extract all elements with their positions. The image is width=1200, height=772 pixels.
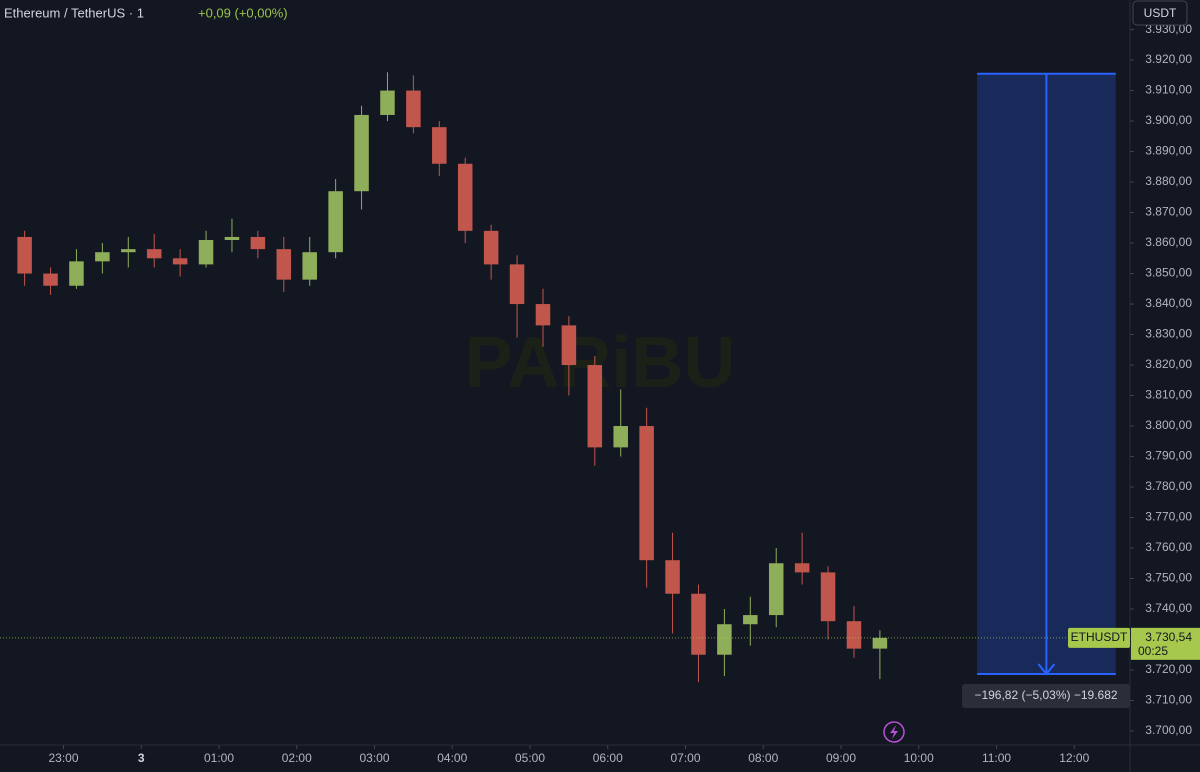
candle-body bbox=[172, 258, 188, 265]
candle-body bbox=[43, 273, 58, 286]
x-tick-label: 07:00 bbox=[671, 751, 701, 765]
y-tick-label: 3.810,00 bbox=[1145, 388, 1192, 402]
candle-body bbox=[250, 236, 266, 250]
y-tick-label: 3.710,00 bbox=[1145, 693, 1192, 707]
candle-body bbox=[328, 191, 343, 253]
candle-body bbox=[872, 637, 888, 649]
candle-body bbox=[224, 236, 240, 240]
candle-body bbox=[69, 261, 84, 286]
candle-body bbox=[691, 593, 706, 655]
y-tick-label: 3.880,00 bbox=[1145, 174, 1192, 188]
y-tick-label: 3.700,00 bbox=[1145, 723, 1192, 737]
y-tick-label: 3.840,00 bbox=[1145, 296, 1192, 310]
candle-body bbox=[146, 249, 162, 259]
measure-label: −196,82 (−5,03%) −19.682 bbox=[974, 688, 1117, 702]
y-tick-label: 3.750,00 bbox=[1145, 571, 1192, 585]
y-tick-label: 3.910,00 bbox=[1145, 83, 1192, 97]
candle-body bbox=[509, 264, 525, 305]
candle-body bbox=[17, 236, 32, 274]
candle-body bbox=[121, 249, 136, 253]
plot-layer: PARiBU 3.700,003.710,003.720,003.730,003… bbox=[0, 22, 1192, 765]
currency-label: USDT bbox=[1144, 6, 1177, 20]
candle-body bbox=[613, 426, 628, 448]
x-tick-label: 23:00 bbox=[48, 751, 78, 765]
x-tick-label: 3 bbox=[138, 751, 145, 765]
candle-body bbox=[743, 615, 758, 625]
candle-body bbox=[432, 127, 447, 164]
y-tick-label: 3.790,00 bbox=[1145, 449, 1192, 463]
candle-body bbox=[587, 365, 603, 448]
candle-body bbox=[535, 304, 551, 326]
x-tick-label: 11:00 bbox=[982, 751, 1011, 765]
currency-button[interactable] bbox=[1132, 0, 1188, 26]
x-tick-label: 09:00 bbox=[826, 751, 856, 765]
x-tick-label: 10:00 bbox=[904, 751, 934, 765]
candle-body bbox=[794, 563, 810, 573]
y-tick-label: 3.740,00 bbox=[1145, 601, 1192, 615]
x-tick-label: 05:00 bbox=[515, 751, 545, 765]
x-tick-label: 02:00 bbox=[282, 751, 312, 765]
event-icon-bolt bbox=[890, 725, 898, 739]
last-price-label: 3.730,54 bbox=[1145, 630, 1192, 644]
candle-body bbox=[276, 249, 292, 280]
candle-body bbox=[302, 252, 317, 280]
y-tick-label: 3.830,00 bbox=[1145, 327, 1192, 341]
last-price-tag bbox=[1131, 627, 1200, 660]
candle-body bbox=[457, 163, 473, 231]
candle-body bbox=[665, 560, 680, 594]
candle-body bbox=[406, 90, 421, 128]
y-tick-label: 3.800,00 bbox=[1145, 418, 1192, 432]
candle-body bbox=[717, 624, 732, 655]
price-change: +0,09 (+0,00%) bbox=[198, 5, 288, 20]
y-tick-label: 3.770,00 bbox=[1145, 510, 1192, 524]
y-tick-label: 3.820,00 bbox=[1145, 357, 1192, 371]
y-tick-label: 3.870,00 bbox=[1145, 205, 1192, 219]
candle-body bbox=[95, 252, 110, 262]
x-tick-label: 06:00 bbox=[593, 751, 623, 765]
candle-body bbox=[483, 230, 499, 265]
y-tick-label: 3.780,00 bbox=[1145, 479, 1192, 493]
x-tick-label: 03:00 bbox=[359, 751, 389, 765]
candle-body bbox=[820, 572, 836, 622]
x-tick-label: 08:00 bbox=[748, 751, 778, 765]
candle-body bbox=[354, 114, 369, 192]
y-tick-label: 3.900,00 bbox=[1145, 113, 1192, 127]
candle-body bbox=[198, 239, 214, 265]
measure-label-box bbox=[962, 684, 1130, 709]
y-tick-label: 3.850,00 bbox=[1145, 266, 1192, 280]
candle-body bbox=[768, 563, 784, 616]
y-tick-label: 3.920,00 bbox=[1145, 52, 1192, 66]
countdown: 00:25 bbox=[1138, 644, 1168, 658]
candle-body bbox=[846, 621, 862, 649]
symbol-tag bbox=[1068, 627, 1130, 648]
symbol-tag-label: ETHUSDT bbox=[1071, 630, 1128, 644]
y-tick-label: 3.720,00 bbox=[1145, 662, 1192, 676]
y-tick-label: 3.760,00 bbox=[1145, 540, 1192, 554]
symbol-title: Ethereum / TetherUS · 1 bbox=[4, 5, 144, 20]
candle-body bbox=[380, 90, 395, 115]
x-tick-label: 01:00 bbox=[204, 751, 234, 765]
candle-body bbox=[639, 426, 654, 561]
x-tick-label: 04:00 bbox=[437, 751, 467, 765]
candle-body bbox=[561, 325, 577, 366]
y-tick-label: 3.890,00 bbox=[1145, 144, 1192, 158]
x-tick-label: 12:00 bbox=[1059, 751, 1089, 765]
measure-arrow bbox=[1037, 73, 1056, 676]
y-tick-label: 3.860,00 bbox=[1145, 235, 1192, 249]
event-icon[interactable] bbox=[883, 721, 905, 743]
